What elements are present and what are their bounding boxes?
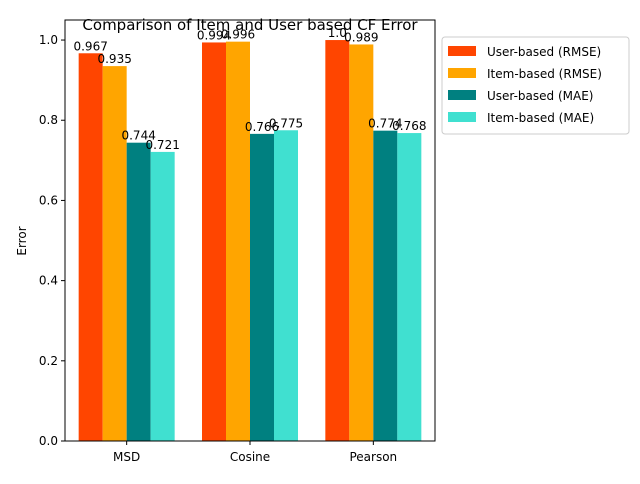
bar bbox=[349, 44, 374, 441]
bar bbox=[150, 151, 175, 441]
bar bbox=[397, 133, 422, 441]
bar bbox=[78, 53, 103, 441]
bar bbox=[274, 130, 298, 441]
bar-value-label: 0.996 bbox=[221, 28, 255, 42]
bar-value-label: 0.967 bbox=[73, 39, 107, 53]
bar bbox=[226, 41, 250, 441]
y-tick-label: 0.6 bbox=[39, 193, 58, 207]
bar-value-label: 0.766 bbox=[245, 120, 279, 134]
bar-value-label: 0.774 bbox=[368, 117, 402, 131]
plot-frame bbox=[64, 19, 436, 442]
x-tick-label: Cosine bbox=[230, 450, 270, 464]
bar-value-label: 0.744 bbox=[121, 129, 155, 143]
x-tick-label: MSD bbox=[113, 450, 140, 464]
bar-value-label: 0.935 bbox=[97, 52, 131, 66]
x-tick-label: Pearson bbox=[349, 450, 397, 464]
bar bbox=[325, 40, 350, 442]
bar bbox=[202, 42, 226, 441]
legend: User-based (RMSE) Item-based (RMSE) User-b… bbox=[441, 36, 630, 135]
y-tick-label: 1.0 bbox=[39, 33, 58, 47]
bar bbox=[126, 142, 151, 442]
bar-value-label: 0.989 bbox=[344, 30, 378, 44]
legend-label: Item-based (RMSE) bbox=[487, 67, 602, 81]
legend-label: Item-based (MAE) bbox=[487, 111, 594, 125]
bar-value-label: 0.721 bbox=[145, 138, 179, 152]
bar bbox=[373, 130, 398, 442]
y-tick-label: 0.4 bbox=[39, 274, 58, 288]
y-axis-label: Error bbox=[15, 226, 29, 255]
bar-value-label: 0.775 bbox=[269, 116, 303, 130]
legend-swatch bbox=[448, 112, 476, 122]
legend-swatch bbox=[448, 68, 476, 78]
bar-value-label: 1.0 bbox=[328, 26, 347, 40]
bar bbox=[102, 66, 127, 441]
legend-label: User-based (RMSE) bbox=[487, 45, 601, 59]
legend-frame bbox=[441, 36, 630, 135]
bar-value-label: 0.768 bbox=[392, 119, 426, 133]
y-axis: 0.0 0.2 0.4 0.6 0.8 1.0 bbox=[39, 33, 65, 448]
y-tick-label: 0.8 bbox=[39, 113, 58, 127]
legend-swatch bbox=[448, 90, 476, 100]
bar-value-label: 0.994 bbox=[197, 28, 231, 42]
y-tick-label: 0.2 bbox=[39, 354, 58, 368]
legend-label: User-based (MAE) bbox=[487, 89, 593, 103]
y-tick-label: 0.0 bbox=[39, 434, 58, 448]
bar bbox=[250, 133, 274, 441]
bars-group bbox=[78, 40, 422, 442]
legend-swatch bbox=[448, 46, 476, 56]
x-axis: MSD Cosine Pearson bbox=[113, 441, 397, 464]
